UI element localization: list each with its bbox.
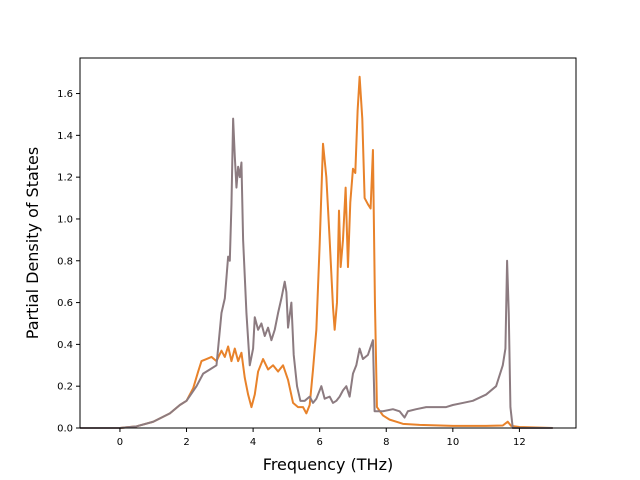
plot-frame [79,57,577,429]
x-tick-label: 10 [446,437,459,448]
x-axis: 0 2 4 6 8 10 12 [117,428,526,448]
x-tick-label: 2 [183,437,189,448]
y-tick-label: 1.0 [57,214,73,225]
y-axis: 0.0 0.2 0.4 0.6 0.8 1.0 1.2 1.4 1.6 [57,89,80,435]
series-layer [80,75,553,429]
x-tick-label: 0 [117,437,123,448]
x-tick-label: 4 [250,437,256,448]
y-tick-label: 1.4 [57,131,73,142]
y-tick-label: 0.8 [57,256,73,267]
y-tick-label: 0.4 [57,340,73,351]
y-tick-label: 0.2 [57,382,73,393]
y-tick-label: 1.6 [57,89,73,100]
series-line-2 [80,117,553,429]
x-tick-label: 6 [316,437,322,448]
plot-background [80,58,576,428]
x-axis-label: Frequency (THz) [263,455,393,474]
x-tick-label: 8 [383,437,389,448]
y-tick-label: 1.2 [57,173,73,184]
x-tick-label: 12 [513,437,526,448]
y-tick-label: 0.0 [57,424,73,435]
plot-area [79,57,577,429]
y-tick-label: 0.6 [57,298,73,309]
y-axis-label: Partial Density of States [23,147,42,339]
